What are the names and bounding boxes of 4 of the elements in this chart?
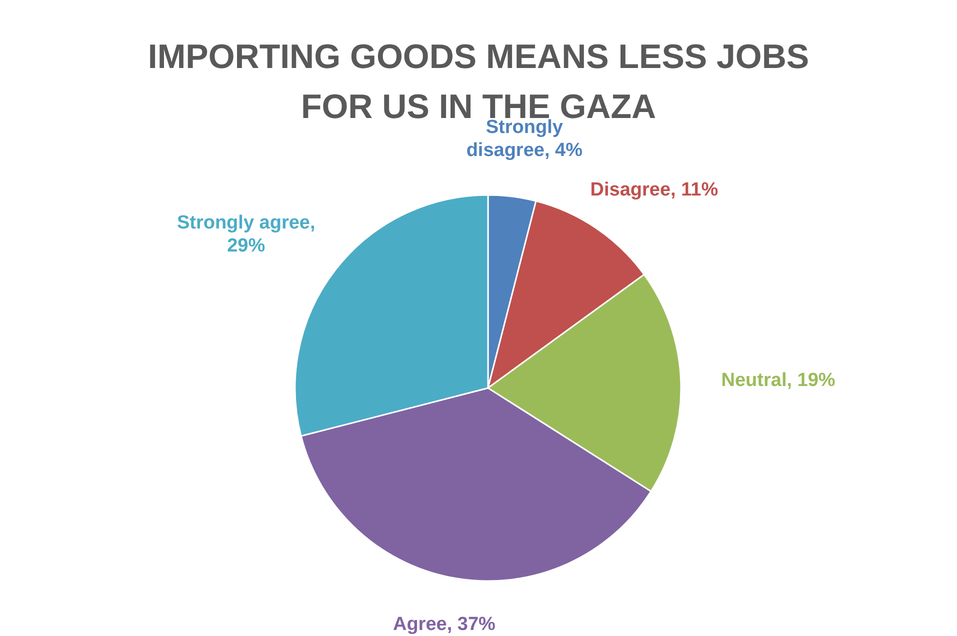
slice-label: Agree, 37% xyxy=(392,614,496,635)
slice-label: Neutral, 19% xyxy=(721,370,836,391)
slice-label: Strongly agree, 29% xyxy=(176,212,316,256)
slice-label: Disagree, 11% xyxy=(590,180,718,201)
